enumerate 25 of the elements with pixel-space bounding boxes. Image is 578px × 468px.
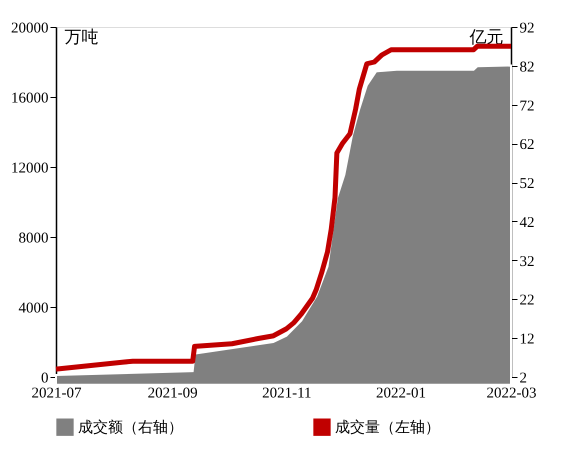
y2-tick-label: 22 <box>520 292 534 309</box>
y-tick-label: 0 <box>41 370 48 386</box>
y-tick-label: 16000 <box>11 90 48 106</box>
y2-tick-label: 42 <box>520 214 534 231</box>
y2-tick-label: 12 <box>520 332 534 348</box>
y2-tick-label: 82 <box>520 59 534 76</box>
y-tick-label: 12000 <box>11 160 48 176</box>
y2-tick-label: 62 <box>520 137 534 154</box>
y2-tick-label: 52 <box>520 176 534 192</box>
x-tick-label: 2022-01 <box>376 386 426 402</box>
y2-tick-label: 92 <box>520 20 534 36</box>
y2-tick-label: 32 <box>520 254 534 270</box>
x-tick-label: 2021-09 <box>148 386 198 402</box>
y-tick-label: 8000 <box>18 230 48 246</box>
legend-label: 成交量（左轴） <box>335 419 440 436</box>
y-tick-label: 4000 <box>18 300 48 316</box>
y-axis-title: 万吨 <box>64 28 98 46</box>
legend-label: 成交额（右轴） <box>78 419 183 436</box>
x-tick-label: 2021-11 <box>262 386 312 402</box>
x-tick-label: 2021-07 <box>32 386 82 402</box>
y-tick-label: 20000 <box>11 20 48 36</box>
x-tick-label: 2022-03 <box>486 386 536 402</box>
y2-tick-label: 72 <box>520 98 534 114</box>
y2-axis-title: 亿元 <box>468 28 504 46</box>
y2-tick-label: 2 <box>520 370 527 386</box>
